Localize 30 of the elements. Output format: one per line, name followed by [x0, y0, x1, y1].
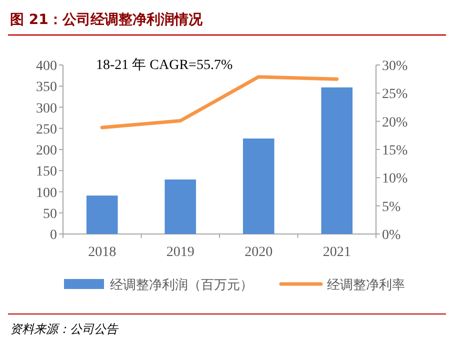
- y-tick-label: 200: [36, 144, 57, 158]
- text: 资料来源：公司公告: [10, 322, 119, 336]
- y-tick-label: 100: [36, 186, 57, 201]
- bar: [242, 138, 274, 234]
- x-tick-label: 2020: [244, 245, 273, 260]
- y-tick-label: 250: [36, 122, 57, 138]
- y-tick-label: 0: [50, 228, 57, 243]
- legend-label: 经调整净利率: [327, 277, 405, 293]
- bar: [86, 196, 118, 234]
- y-tick-label: 400: [36, 59, 57, 74]
- x-tick-label: 2021: [322, 245, 351, 260]
- y-tick-label: 350: [36, 80, 57, 96]
- y2-tick-label: 25%: [382, 87, 408, 102]
- y-tick-label: 150: [36, 164, 57, 180]
- title: 图 21：公司经调整净利润情况: [10, 12, 202, 28]
- bar: [321, 87, 353, 234]
- y2-tick-label: 15%: [382, 144, 408, 158]
- bar: [164, 179, 196, 234]
- y2-tick-label: 10%: [382, 172, 408, 187]
- legend-label: 经调整净利润（百万元）: [110, 278, 253, 293]
- x-tick-label: 2018: [88, 245, 116, 260]
- line-series: [100, 75, 339, 130]
- y2-tick-label: 20%: [382, 115, 408, 130]
- y2-tick-label: 30%: [382, 59, 408, 74]
- y-tick-label: 300: [36, 101, 57, 116]
- y2-tick-label: 5%: [382, 200, 401, 215]
- x-tick-label: 2019: [166, 245, 194, 260]
- y-tick-label: 50: [43, 206, 57, 222]
- annotation: 18-21 年 CAGR=55.7%: [96, 57, 233, 73]
- y2-tick-label: 0%: [382, 228, 401, 243]
